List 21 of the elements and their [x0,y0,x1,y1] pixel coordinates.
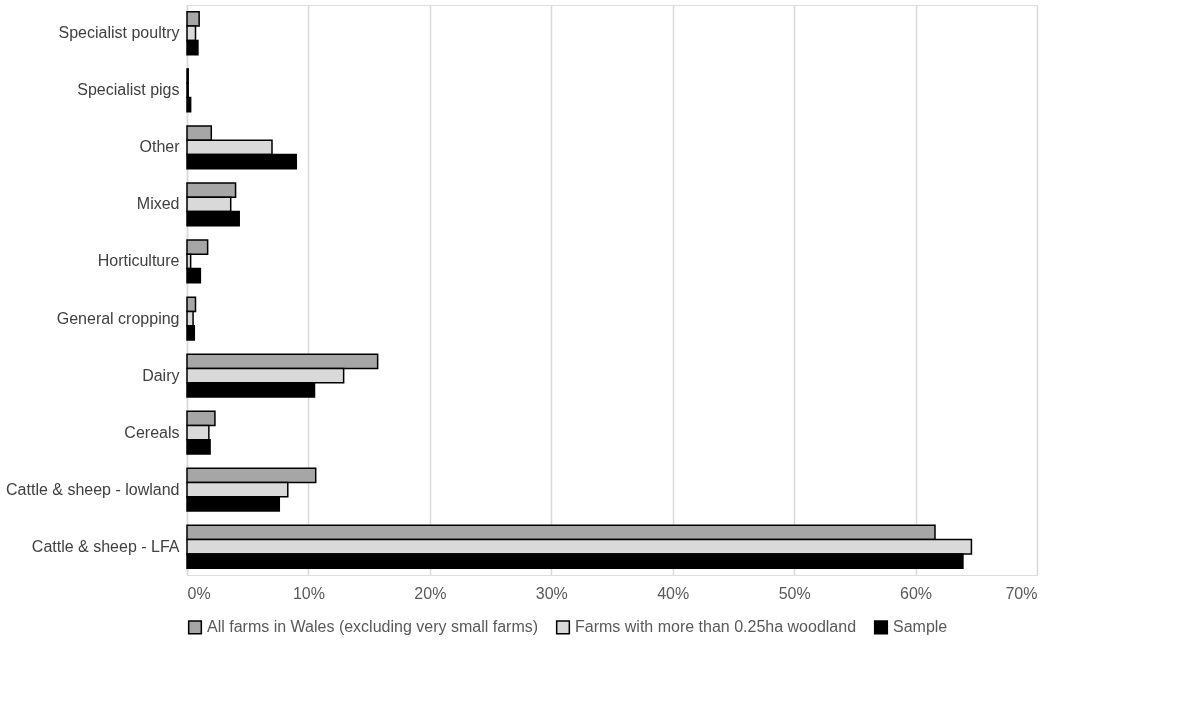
y-tick-label: Cereals [124,423,180,441]
y-tick-label: Other [139,138,181,156]
y-tick-label: Cattle & sheep - LFA [31,537,180,555]
x-tick-label: 40% [657,584,690,602]
x-tick-label: 70% [1005,584,1038,602]
x-tick-label: 60% [900,584,933,602]
y-tick-label: General cropping [56,309,180,327]
y-tick-label: Mixed [136,195,180,213]
x-tick-label: 10% [292,584,325,602]
legend-label: All farms in Wales (excluding very small farms) [207,618,539,636]
y-tick-label: Specialist pigs [77,81,180,99]
x-tick-label: 0% [187,584,211,602]
legend-label: Farms with more than 0.25ha woodland [575,618,857,636]
y-tick-label: Dairy [142,366,180,384]
x-tick-label: 20% [414,584,447,602]
y-tick-label: Specialist poultry [58,24,180,42]
y-tick-label: Horticulture [97,252,180,270]
x-tick-label: 30% [535,584,568,602]
x-tick-label: 50% [778,584,811,602]
legend-label: Sample [893,618,948,636]
y-tick-label: Cattle & sheep - lowland [6,480,180,498]
